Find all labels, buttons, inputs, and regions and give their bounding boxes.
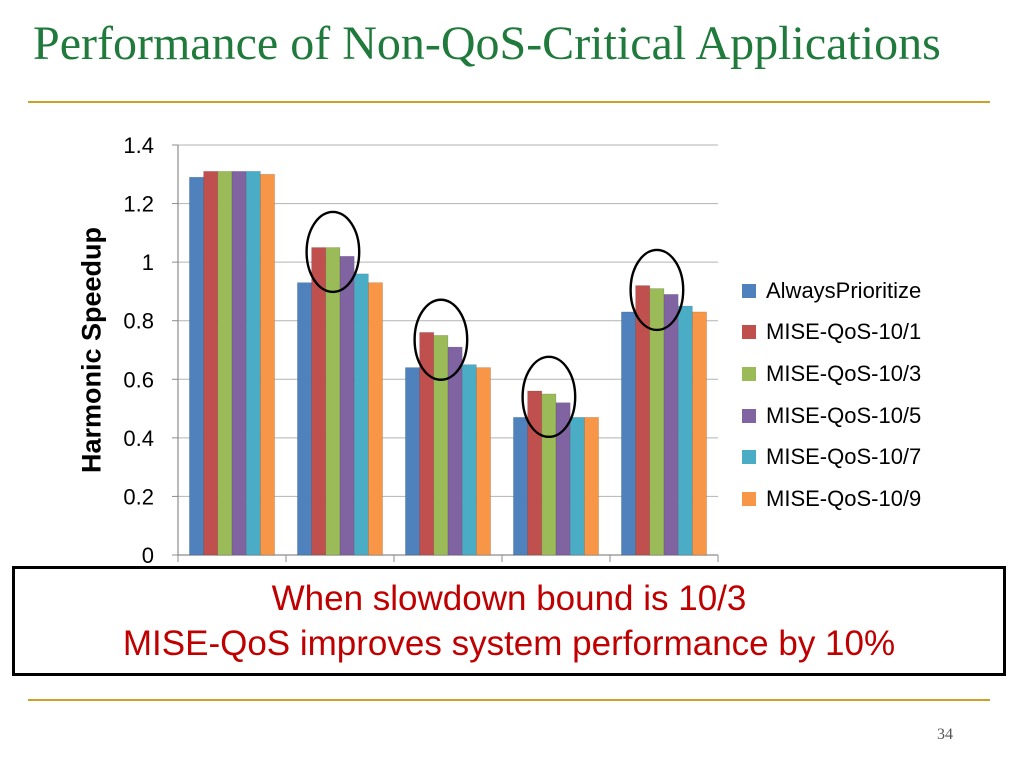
legend-label: MISE-QoS-10/1 bbox=[766, 319, 922, 345]
bar-3-group-3 bbox=[433, 335, 449, 556]
legend-swatch bbox=[742, 408, 756, 423]
highlight-circle-3 bbox=[521, 355, 577, 439]
bar-6-group-5 bbox=[692, 311, 707, 556]
legend-label: MISE-QoS-10/9 bbox=[766, 485, 922, 511]
page-number: 34 bbox=[937, 726, 953, 743]
legend-label: AlwaysPrioritize bbox=[766, 277, 922, 303]
highlight-circle-1 bbox=[305, 210, 361, 294]
chart-bars bbox=[189, 171, 707, 556]
bar-2-group-1 bbox=[203, 171, 219, 556]
legend-item: MISE-QoS-10/3 bbox=[742, 353, 921, 395]
legend-swatch bbox=[742, 325, 756, 340]
y-tick-label: 0.2 bbox=[123, 484, 154, 509]
chart-annotations bbox=[305, 210, 685, 439]
bar-3-group-2 bbox=[325, 247, 341, 556]
legend-swatch bbox=[742, 283, 756, 298]
bar-5-group-1 bbox=[245, 171, 261, 556]
bar-5-group-4 bbox=[569, 417, 585, 556]
slide-title: Performance of Non-QoS-Critical Applicat… bbox=[33, 17, 941, 70]
bar-2-group-2 bbox=[311, 247, 327, 556]
y-tick-labels: 0 0.2 0.4 0.6 0.8 1 1.2 1.4 bbox=[123, 133, 154, 568]
y-tick-label: 1 bbox=[142, 250, 154, 275]
bar-2-group-5 bbox=[635, 285, 651, 556]
y-tick-label: 0.4 bbox=[123, 426, 154, 451]
highlight-circle-4 bbox=[629, 248, 685, 332]
highlight-circle-2 bbox=[413, 298, 469, 381]
bar-2-group-4 bbox=[527, 390, 543, 556]
legend-label: MISE-QoS-10/7 bbox=[766, 444, 922, 470]
bar-6-group-3 bbox=[476, 367, 491, 556]
callout-box: When slowdown bound is 10/3 MISE-QoS imp… bbox=[12, 566, 1006, 676]
bar-1-group-3 bbox=[405, 367, 420, 556]
bar-1-group-2 bbox=[297, 282, 312, 556]
bar-6-group-1 bbox=[260, 173, 275, 556]
bar-4-group-5 bbox=[663, 294, 679, 556]
bar-5-group-2 bbox=[353, 273, 369, 556]
bar-5-group-3 bbox=[461, 364, 477, 556]
bar-5-group-5 bbox=[677, 305, 693, 556]
legend-label: MISE-QoS-10/5 bbox=[766, 402, 922, 428]
title-divider bbox=[28, 101, 990, 103]
bar-1-group-5 bbox=[621, 311, 636, 556]
legend-swatch bbox=[742, 491, 756, 506]
callout-line-2: MISE-QoS improves system performance by … bbox=[122, 624, 896, 663]
bar-4-group-1 bbox=[231, 171, 247, 556]
legend-item: AlwaysPrioritize bbox=[742, 270, 921, 312]
callout-line-1: When slowdown bound is 10/3 bbox=[271, 578, 747, 618]
bar-3-group-1 bbox=[217, 171, 233, 556]
y-tick-label: 0 bbox=[142, 543, 154, 568]
y-axis-title: Harmonic Speedup bbox=[76, 226, 107, 474]
y-tick-label: 1.2 bbox=[123, 192, 154, 217]
legend-label: MISE-QoS-10/3 bbox=[766, 360, 922, 386]
bar-1-group-4 bbox=[513, 417, 528, 556]
bar-6-group-2 bbox=[368, 282, 383, 556]
chart-legend: AlwaysPrioritize MISE-QoS-10/1 MISE-QoS-10… bbox=[742, 270, 921, 520]
legend-item: MISE-QoS-10/1 bbox=[742, 312, 921, 354]
legend-item: MISE-QoS-10/7 bbox=[742, 436, 921, 478]
bar-3-group-4 bbox=[541, 393, 557, 556]
bar-1-group-1 bbox=[189, 176, 204, 556]
bar-4-group-2 bbox=[339, 255, 355, 556]
bar-6-group-4 bbox=[584, 417, 599, 556]
footer-divider bbox=[28, 699, 990, 701]
y-tick-label: 1.4 bbox=[123, 133, 154, 158]
legend-swatch bbox=[742, 366, 756, 381]
y-tick-label: 0.6 bbox=[123, 367, 154, 392]
y-tick-label: 0.8 bbox=[123, 309, 154, 334]
legend-item: MISE-QoS-10/5 bbox=[742, 395, 921, 437]
legend-swatch bbox=[742, 450, 756, 465]
legend-item: MISE-QoS-10/9 bbox=[742, 478, 921, 520]
